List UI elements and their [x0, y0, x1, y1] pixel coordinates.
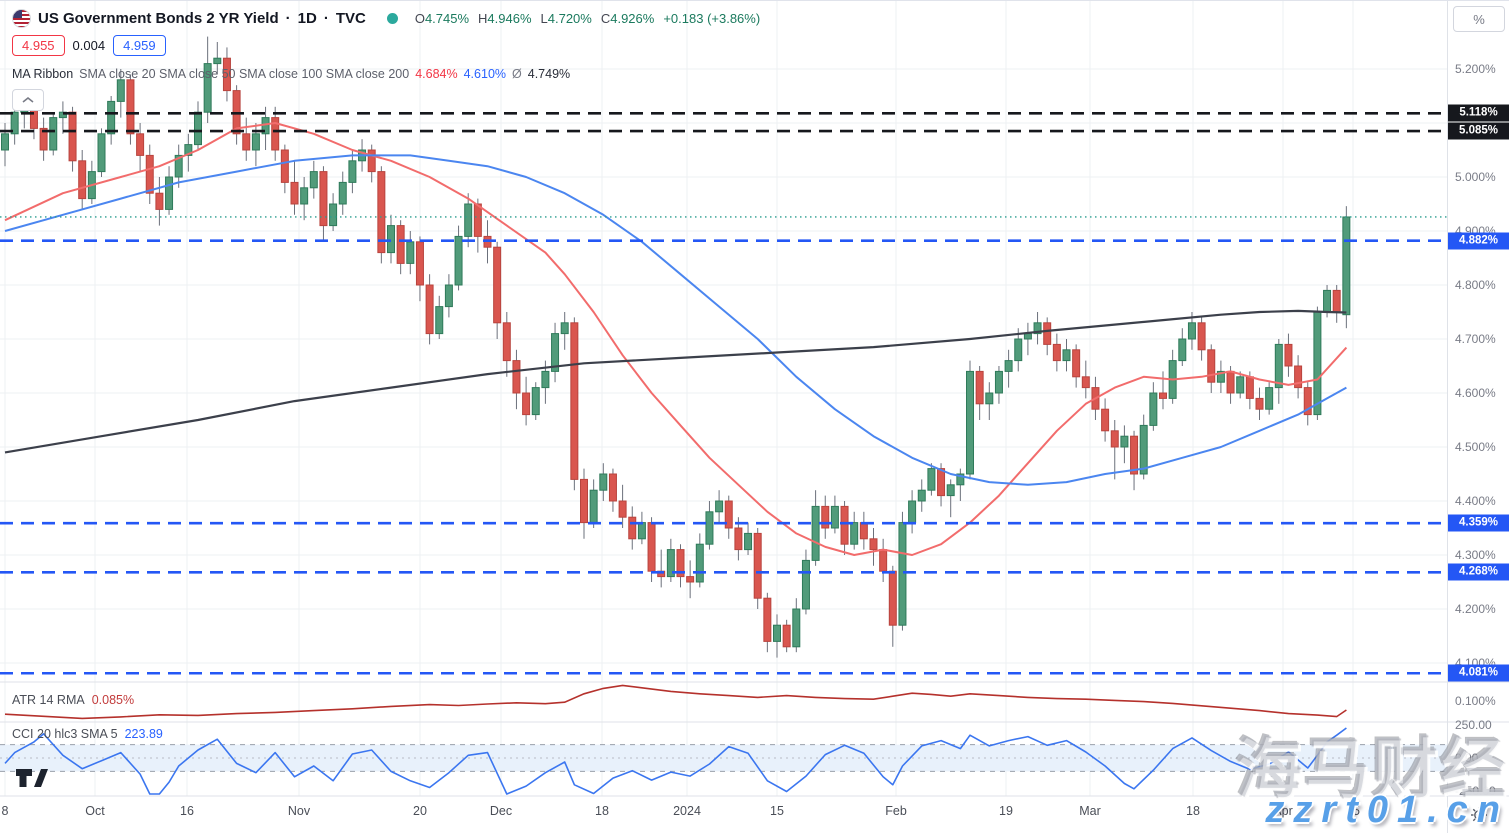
price-tick: 4.800% [1455, 278, 1496, 292]
atr-name: ATR 14 RMA [12, 693, 85, 707]
price-tick: 4.500% [1455, 440, 1496, 454]
atr-value: 0.085% [91, 693, 135, 707]
candles-layer [1, 36, 1351, 658]
ma100-empty-value: Ø [512, 67, 522, 81]
moving-averages-layer [4, 122, 1348, 556]
time-tick: Nov [287, 804, 311, 818]
change-value: +0.183 (+3.86%) [663, 11, 761, 26]
high-value: 4.946% [487, 11, 532, 26]
levels-layer [0, 111, 1447, 675]
time-tick: 15 [1346, 804, 1360, 818]
time-tick: 8 [1, 804, 9, 818]
price-tick: 4.200% [1455, 602, 1496, 616]
percent-scale-button[interactable]: % [1453, 6, 1505, 32]
time-tick: 15 [770, 804, 784, 818]
indicator-tick: 0.00 [1455, 751, 1479, 765]
ask-button[interactable]: 4.959 [113, 35, 166, 56]
time-scale[interactable]: 8 Oct 16 Nov 20 Dec 18 2024 15 Feb 19 Mar 18 Apr 15 [0, 796, 1509, 833]
quote-row: 4.955 0.004 4.959 [12, 35, 166, 56]
indicator-tick: -250.00 [1455, 784, 1496, 798]
market-status-icon[interactable] [386, 13, 398, 24]
time-tick: Oct [85, 804, 105, 818]
indicator-tick: 0.100% [1455, 694, 1496, 708]
chevron-up-icon [22, 96, 34, 103]
time-tick: 2024 [673, 804, 701, 818]
ma50-value: 4.610% [463, 67, 507, 81]
title-separator: · [285, 10, 291, 27]
time-tick: Feb [885, 804, 907, 818]
cci-legend[interactable]: CCI 20 hlc3 SMA 5 223.89 [12, 727, 163, 741]
price-level-badge: 4.081% [1448, 664, 1509, 682]
time-tick: Mar [1079, 804, 1101, 818]
price-tick: 4.600% [1455, 386, 1496, 400]
price-level-badge: 4.882% [1448, 232, 1509, 250]
price-level-badge: 4.268% [1448, 563, 1509, 581]
ma-ribbon-name: MA Ribbon [12, 67, 74, 81]
price-tick: 4.400% [1455, 494, 1496, 508]
spread-value: 0.004 [72, 38, 106, 53]
price-level-badge: 5.118% [1448, 104, 1509, 122]
low-value: 4.720% [547, 11, 592, 26]
gear-icon[interactable] [1470, 806, 1488, 824]
timeframe-label[interactable]: 1D [297, 10, 317, 27]
indicator-tick: 250.00 [1455, 718, 1492, 732]
tradingview-logo[interactable] [15, 767, 49, 794]
price-tick: 4.300% [1455, 548, 1496, 562]
price-scale[interactable]: 5.200% 5.000% 4.900% 4.800% 4.700% 4.600% 4.50… [1448, 1, 1509, 798]
ohlc-readout: O4.745% H4.946% L4.720% C4.926% +0.183 (… [414, 11, 761, 26]
time-tick: Apr [1273, 804, 1293, 818]
ma200-value: 4.749% [527, 67, 571, 81]
open-value: 4.745% [424, 11, 470, 26]
price-tick: 5.200% [1455, 62, 1496, 76]
price-level-badge: 5.085% [1448, 122, 1509, 140]
title-separator: · [323, 10, 329, 27]
bid-button[interactable]: 4.955 [12, 35, 65, 56]
close-value: 4.926% [610, 11, 655, 26]
time-tick: 18 [1186, 804, 1200, 818]
ma20-value: 4.684% [415, 67, 458, 81]
ma-ribbon-params: SMA close 20 SMA close 50 SMA close 100 … [79, 67, 410, 81]
time-tick: 20 [413, 804, 427, 818]
exchange-label[interactable]: TVC [335, 10, 366, 27]
scale-corner [1448, 797, 1509, 833]
us-flag-icon [12, 9, 31, 28]
time-tick: 16 [180, 804, 194, 818]
time-tick: 18 [595, 804, 609, 818]
price-level-badge: 4.359% [1448, 514, 1509, 532]
atr-legend[interactable]: ATR 14 RMA 0.085% [12, 693, 134, 707]
symbol-header: US Government Bonds 2 YR Yield · 1D · TV… [12, 9, 760, 28]
grid-layer [0, 1, 1447, 796]
price-tick: 5.000% [1455, 170, 1496, 184]
time-tick: Dec [489, 804, 513, 818]
time-tick: 19 [999, 804, 1013, 818]
symbol-title[interactable]: US Government Bonds 2 YR Yield [38, 10, 279, 27]
cci-value: 223.89 [124, 727, 163, 741]
tradingview-logo-icon [16, 769, 48, 787]
ma-ribbon-legend[interactable]: MA Ribbon SMA close 20 SMA close 50 SMA … [12, 67, 570, 81]
cci-name: CCI 20 hlc3 SMA 5 [12, 727, 118, 741]
collapse-legend-button[interactable] [12, 89, 44, 111]
price-tick: 4.700% [1455, 332, 1496, 346]
atr-line [4, 684, 1347, 720]
cci-layer [0, 727, 1447, 795]
